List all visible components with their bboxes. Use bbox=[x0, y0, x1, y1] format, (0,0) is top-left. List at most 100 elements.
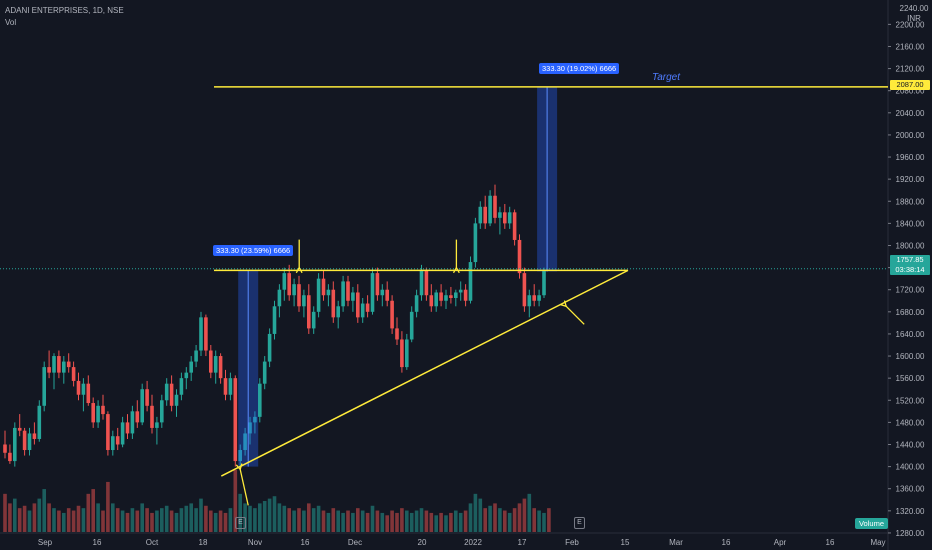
candle-body bbox=[351, 292, 355, 301]
volume-bar bbox=[473, 493, 478, 532]
price-tick-label: 1320.00 bbox=[896, 507, 925, 516]
support-arrow-head bbox=[560, 300, 568, 308]
volume-bar bbox=[321, 510, 326, 532]
volume-bar bbox=[307, 503, 311, 532]
volume-bar bbox=[302, 510, 306, 532]
volume-bar bbox=[414, 510, 419, 532]
volume-bar bbox=[503, 510, 507, 532]
volume-bar bbox=[370, 505, 375, 532]
support-arrow bbox=[239, 469, 249, 506]
volume-bar bbox=[8, 503, 12, 532]
candle-body bbox=[155, 422, 159, 428]
volume-bar bbox=[409, 512, 414, 532]
candle-body bbox=[444, 295, 448, 301]
candle-body bbox=[380, 289, 385, 296]
time-tick-label: 16 bbox=[826, 538, 835, 547]
time-tick-label: 17 bbox=[518, 538, 527, 547]
candle-body bbox=[498, 212, 502, 218]
candle-body bbox=[150, 405, 154, 428]
volume-bar bbox=[174, 512, 179, 532]
volume-bar bbox=[209, 510, 213, 532]
volume-bar bbox=[458, 512, 463, 532]
candle-body bbox=[424, 270, 429, 296]
candle-body bbox=[37, 405, 42, 439]
volume-bar bbox=[517, 503, 522, 532]
earnings-marker[interactable]: E bbox=[235, 517, 246, 529]
volume-bar bbox=[282, 505, 287, 532]
candle-body bbox=[194, 350, 198, 362]
time-tick-label: 15 bbox=[621, 538, 630, 547]
candle-body bbox=[414, 295, 419, 312]
candle-body bbox=[238, 450, 242, 462]
candle-body bbox=[488, 195, 492, 224]
volume-bar bbox=[434, 515, 438, 532]
price-axis[interactable]: 1280.00 1320.00 1360.00 1400.00 1440.00 1480.… bbox=[888, 20, 925, 538]
candle-body bbox=[454, 292, 458, 299]
candle-body bbox=[52, 356, 56, 373]
volume-bar bbox=[155, 510, 159, 532]
volume-bar bbox=[213, 512, 218, 532]
price-tick-label: 1520.00 bbox=[896, 396, 925, 405]
volume-bar bbox=[360, 510, 365, 532]
currency-code: INR bbox=[907, 14, 921, 23]
candle-body bbox=[47, 367, 51, 373]
candle-body bbox=[42, 367, 46, 406]
volume-indicator-title[interactable]: Vol bbox=[5, 18, 17, 27]
volume-bar bbox=[184, 505, 189, 532]
volume-bar bbox=[429, 512, 434, 532]
candle-body bbox=[248, 422, 252, 434]
price-tick-label: 1840.00 bbox=[896, 219, 925, 228]
candle-body bbox=[287, 273, 291, 296]
candle-body bbox=[468, 262, 473, 301]
earnings-marker[interactable]: E bbox=[574, 517, 585, 529]
time-tick-label: 20 bbox=[418, 538, 427, 547]
candle-body bbox=[527, 295, 532, 307]
volume-bar bbox=[81, 508, 86, 532]
volume-bar bbox=[537, 510, 541, 532]
volume-bar bbox=[395, 512, 399, 532]
candle-body bbox=[111, 436, 115, 451]
candle-body bbox=[400, 339, 404, 368]
volume-bar bbox=[228, 508, 233, 532]
volume-bar bbox=[351, 512, 355, 532]
symbol-title[interactable]: ADANI ENTERPRISES, 1D, NSE bbox=[5, 6, 124, 15]
volume-bar bbox=[145, 508, 149, 532]
volume-bar bbox=[248, 505, 252, 532]
candle-body bbox=[356, 292, 360, 318]
volume-bar bbox=[341, 512, 345, 532]
volume-bar bbox=[22, 505, 27, 532]
price-tick-label: 1560.00 bbox=[896, 374, 925, 383]
price-tick-label: 1920.00 bbox=[896, 175, 925, 184]
target-price-tag: 2087.00 bbox=[890, 80, 930, 90]
volume-bar bbox=[150, 512, 154, 532]
candle-body bbox=[179, 378, 184, 395]
time-axis[interactable]: Sep 16 Oct 18 Nov 16 Dec 20 2022 17 Feb 15 Mar 16 Apr 1… bbox=[38, 538, 886, 547]
price-tick-label: 1440.00 bbox=[896, 440, 925, 449]
candle-body bbox=[390, 300, 394, 329]
candle-body bbox=[135, 411, 140, 423]
candle-body bbox=[375, 273, 380, 296]
price-tick-label: 2120.00 bbox=[896, 65, 925, 74]
volume-legend-badge[interactable]: Volume bbox=[854, 518, 888, 529]
candle-body bbox=[233, 378, 238, 462]
price-tick-label: 1480.00 bbox=[896, 418, 925, 427]
volume-bar bbox=[326, 512, 331, 532]
volume-bar bbox=[253, 508, 257, 532]
candle-body bbox=[458, 289, 463, 293]
volume-bar bbox=[125, 512, 130, 532]
target-annotation: Target bbox=[652, 72, 680, 83]
price-tick-label: 1400.00 bbox=[896, 463, 925, 472]
time-tick-label: 18 bbox=[199, 538, 208, 547]
candle-body bbox=[213, 356, 218, 373]
price-tick-label: 1800.00 bbox=[896, 241, 925, 250]
candle-body bbox=[307, 295, 311, 329]
volume-bar bbox=[400, 508, 404, 532]
volume-bar bbox=[356, 508, 360, 532]
candle-body bbox=[3, 444, 7, 453]
candle-body bbox=[57, 356, 61, 373]
volume-bar bbox=[507, 512, 512, 532]
candle-body bbox=[101, 405, 105, 415]
volume-bar bbox=[164, 505, 169, 532]
volume-bar bbox=[316, 505, 321, 532]
